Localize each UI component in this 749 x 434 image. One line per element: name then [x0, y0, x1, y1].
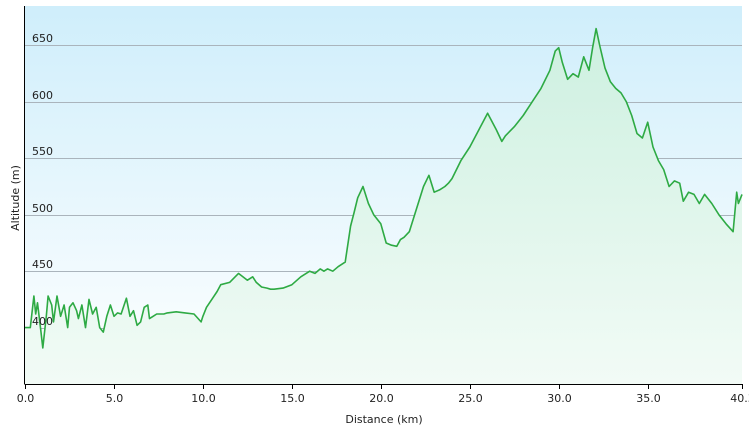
x-tick-label-1: 5.0	[106, 392, 124, 405]
altitude-area-fill	[25, 28, 742, 384]
x-tick-label-7: 35.0	[636, 392, 661, 405]
x-tick-label-2: 10.0	[191, 392, 216, 405]
x-tick-label-8: 40.3	[730, 392, 749, 405]
y-tick-label-1: 450	[32, 258, 53, 271]
x-axis-title: Distance (km)	[345, 413, 422, 426]
y-tick-label-2: 500	[32, 202, 53, 215]
y-tick-label-4: 600	[32, 89, 53, 102]
y-tick-label-0: 400	[32, 315, 53, 328]
altitude-series-line	[25, 27, 743, 349]
x-tick-label-5: 25.0	[458, 392, 483, 405]
x-tick-label-3: 15.0	[280, 392, 305, 405]
x-tick-label-4: 20.0	[369, 392, 394, 405]
axis-lines	[24, 6, 742, 385]
y-tick-label-3: 550	[32, 145, 53, 158]
x-tick-label-6: 30.0	[547, 392, 572, 405]
x-tick-label-0: 0.0	[17, 392, 35, 405]
y-axis-ticks: 400 450 500 550 600 650	[32, 32, 53, 328]
y-axis-title: Altitude (m)	[9, 165, 22, 231]
x-axis-ticks: 0.0 5.0 10.0 15.0 20.0 25.0 30.0 35.0 40.3	[17, 384, 749, 405]
y-tick-label-5: 650	[32, 32, 53, 45]
